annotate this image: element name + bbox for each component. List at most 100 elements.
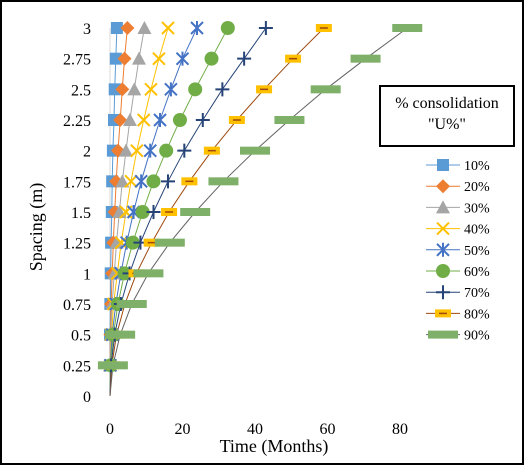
data-point-60pct <box>204 51 219 66</box>
data-point-50pct <box>190 21 204 35</box>
data-point-30pct <box>137 21 152 34</box>
legend-entry: 20% <box>426 179 490 195</box>
data-point-50pct <box>175 51 190 66</box>
legend-entry: 90% <box>426 329 490 344</box>
y-tick-label: 0.5 <box>71 328 91 345</box>
data-point-10pct <box>110 22 123 34</box>
data-point-60pct <box>220 21 235 35</box>
legend-label: 80% <box>464 307 490 322</box>
legend: % consolidation "U%" 10% 20% 30% 40% 50% 60% 7… <box>379 85 515 344</box>
legend-label: 90% <box>464 329 490 344</box>
data-point-40pct <box>144 82 158 97</box>
data-point-80pct <box>256 85 273 94</box>
legend-entry: 70% <box>426 285 490 301</box>
data-point-30pct <box>122 113 137 126</box>
data-point-20pct <box>113 113 128 127</box>
x-tick-label: 60 <box>320 421 336 438</box>
legend-title-line-2: "U%" <box>428 116 466 133</box>
data-point-60pct <box>188 82 203 97</box>
data-point-70pct <box>177 143 192 158</box>
data-point-40pct <box>152 51 166 66</box>
legend-marker <box>428 330 458 339</box>
data-point-10pct <box>108 83 121 96</box>
data-point-30pct <box>115 174 130 188</box>
legend-marker <box>436 242 450 257</box>
x-tick-label: 40 <box>247 421 263 438</box>
data-point-30pct <box>132 51 146 65</box>
legend-title-box <box>379 85 515 147</box>
data-point-40pct <box>114 235 128 250</box>
data-point-90pct <box>97 361 128 370</box>
data-point-90pct <box>154 238 185 247</box>
legend-entry: 10% <box>426 159 490 174</box>
data-point-60pct <box>135 205 150 219</box>
data-point-60pct <box>146 174 161 189</box>
data-point-70pct <box>146 205 161 219</box>
legend-title-line-1: % consolidation <box>395 95 499 112</box>
data-point-90pct <box>350 54 381 63</box>
data-point-70pct <box>237 51 252 66</box>
legend-entry: 50% <box>426 242 490 259</box>
data-point-40pct <box>161 21 175 35</box>
data-point-90pct <box>180 208 211 216</box>
x-axis-title: Time (Months) <box>220 436 329 457</box>
data-point-50pct <box>143 143 157 158</box>
data-point-60pct <box>172 113 187 127</box>
data-point-90pct <box>105 330 136 339</box>
data-point-70pct <box>258 21 273 35</box>
data-point-90pct <box>240 146 270 155</box>
data-point-30pct <box>118 143 133 157</box>
data-point-60pct <box>159 143 174 158</box>
x-tick-label: 80 <box>392 421 408 438</box>
legend-label: 30% <box>464 201 490 216</box>
data-point-90pct <box>310 85 341 94</box>
legend-entries: 10% 20% 30% 40% 50% 60% 70% 80% 90% <box>426 159 490 344</box>
data-point-80pct <box>161 208 178 216</box>
legend-entry: 80% <box>426 307 490 322</box>
data-point-70pct <box>215 82 230 97</box>
y-tick-labels: 0 0.25 0.5 0.75 1 1.25 1.5 1.75 2 2.25 2.5 2.75 3 <box>63 21 91 406</box>
y-tick-label: 1 <box>83 266 91 283</box>
data-point-90pct <box>116 300 147 308</box>
legend-label: 10% <box>464 159 490 174</box>
data-point-50pct <box>164 82 178 97</box>
data-point-30pct <box>109 235 124 249</box>
data-point-40pct <box>130 143 144 158</box>
y-tick-label: 0 <box>83 389 91 406</box>
legend-marker <box>436 179 450 194</box>
data-point-40pct <box>137 113 151 127</box>
x-tick-labels: 0 20 40 60 80 <box>106 421 408 438</box>
data-point-30pct <box>127 82 142 96</box>
y-tick-label: 1.5 <box>71 205 91 222</box>
data-point-90pct <box>274 116 305 124</box>
x-tick-label: 0 <box>106 421 114 438</box>
data-point-80pct <box>181 177 198 186</box>
legend-label: 70% <box>464 286 490 301</box>
legend-marker <box>437 159 449 171</box>
legend-entry: 40% <box>426 221 490 238</box>
legend-label: 40% <box>464 223 490 238</box>
y-tick-label: 2.75 <box>63 52 91 69</box>
data-point-80pct <box>285 54 302 63</box>
y-tick-label: 2.5 <box>71 82 91 99</box>
legend-label: 60% <box>464 265 490 280</box>
data-point-20pct <box>117 51 132 66</box>
y-axis-title: Spacing (m) <box>26 183 47 271</box>
legend-marker <box>436 221 450 236</box>
y-tick-label: 0.25 <box>63 358 91 375</box>
data-point-80pct <box>203 146 220 155</box>
y-tick-label: 0.75 <box>63 297 91 314</box>
data-point-80pct <box>143 238 160 247</box>
data-point-90pct <box>392 24 423 32</box>
data-point-80pct <box>315 24 332 32</box>
data-point-40pct <box>124 174 138 189</box>
data-point-50pct <box>153 113 167 127</box>
legend-marker <box>436 264 450 278</box>
data-point-90pct <box>133 269 164 278</box>
legend-label: 50% <box>464 244 490 259</box>
data-point-80pct <box>228 116 245 124</box>
data-point-70pct <box>161 174 175 189</box>
data-point-10pct <box>109 52 122 65</box>
data-point-60pct <box>125 235 140 250</box>
